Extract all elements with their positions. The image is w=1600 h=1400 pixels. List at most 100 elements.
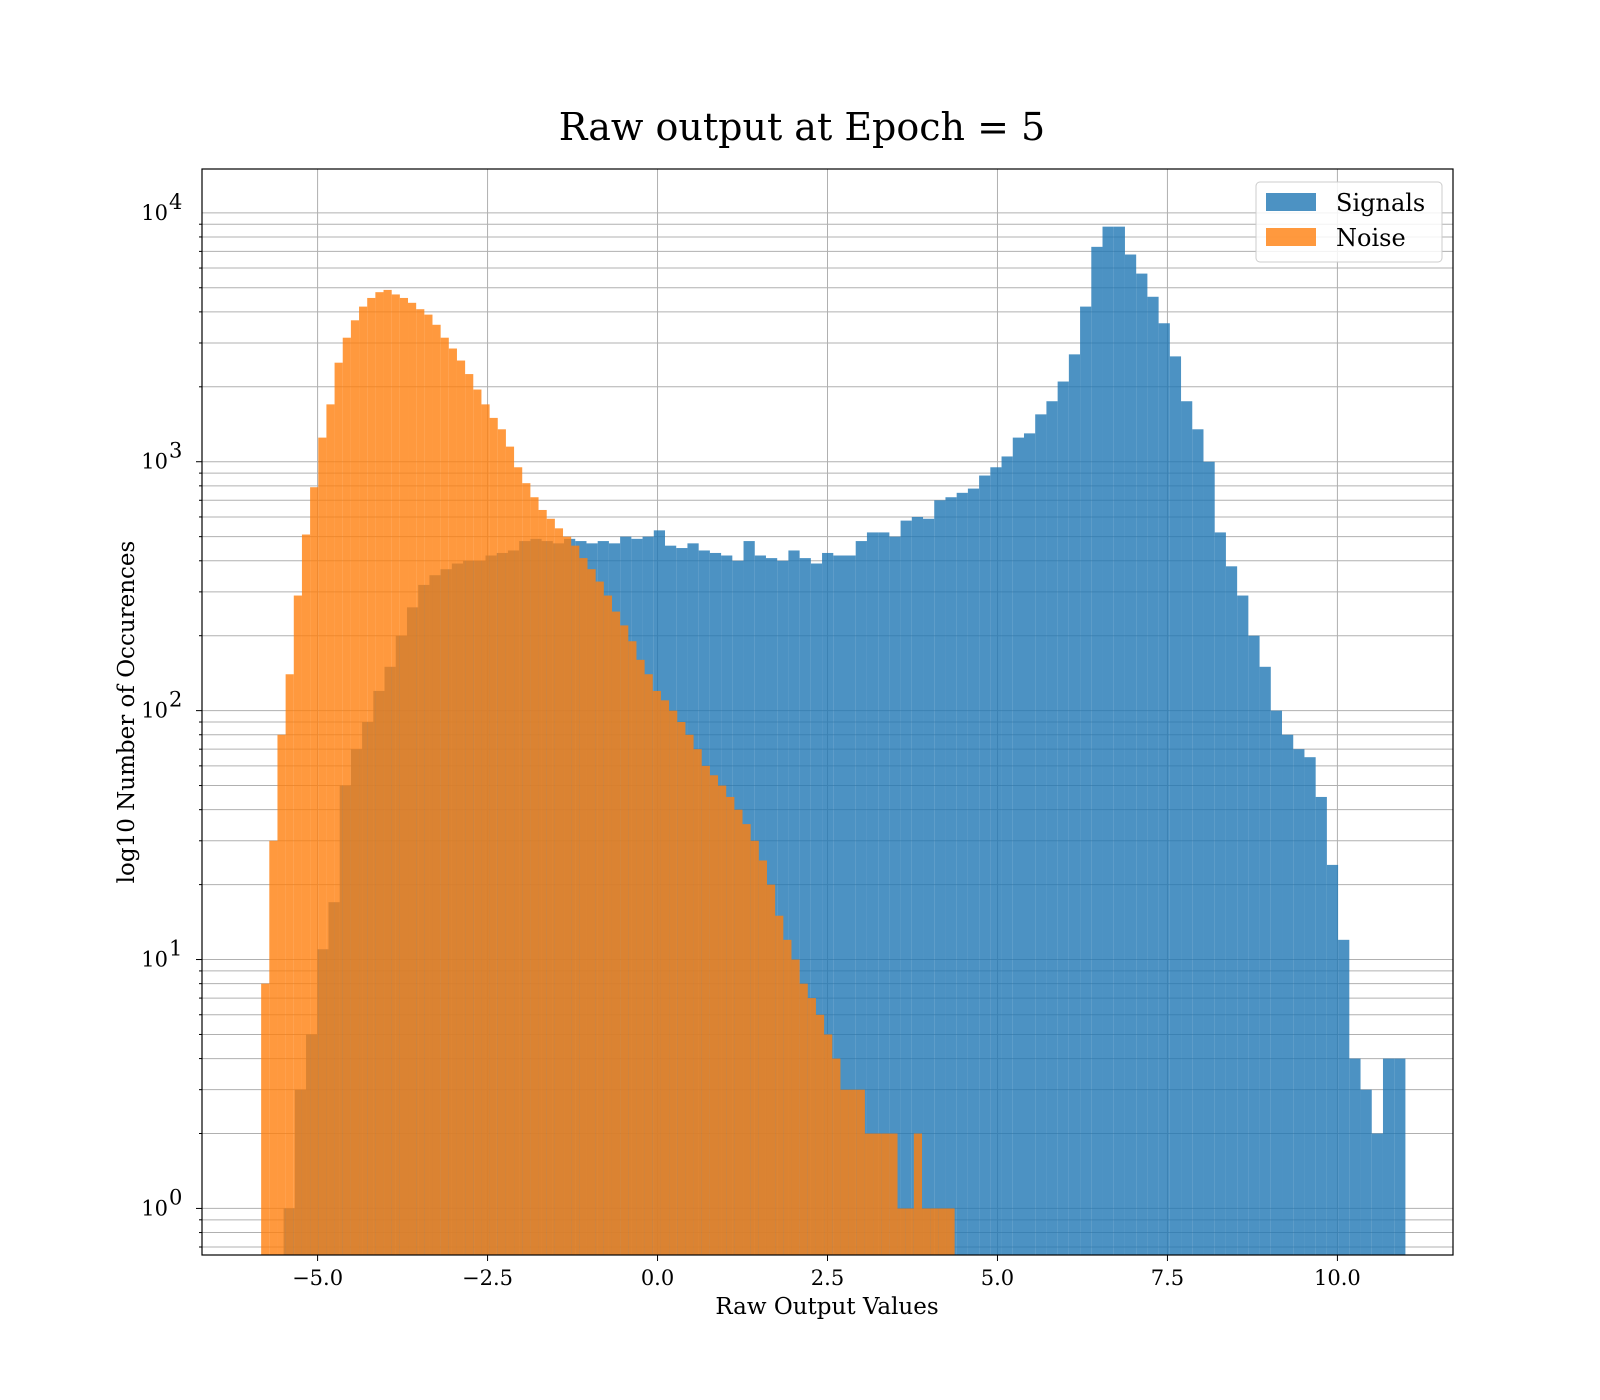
x-tick-label: 10.0 — [1314, 1266, 1361, 1290]
histogram-bar — [775, 915, 784, 1255]
histogram-bar — [359, 306, 368, 1255]
histogram-bar — [1237, 595, 1249, 1255]
histogram-bar — [1192, 429, 1204, 1255]
histogram-bar — [1124, 254, 1137, 1255]
histogram-bar — [383, 289, 392, 1255]
histogram-bar — [563, 536, 572, 1255]
histogram-bar — [881, 1133, 890, 1255]
y-tick-label: 10 — [141, 1196, 168, 1220]
histogram-bar — [277, 734, 286, 1255]
histogram-bar — [840, 1089, 849, 1255]
histogram-bar — [1248, 635, 1260, 1255]
histogram-bar — [1270, 710, 1283, 1255]
histogram-bar — [644, 674, 653, 1255]
histogram-bar — [269, 840, 278, 1255]
histogram-bar — [701, 765, 710, 1255]
histogram-bar — [424, 314, 433, 1256]
histogram-bar — [571, 545, 580, 1255]
histogram-bar — [709, 775, 719, 1255]
x-tick-label: 0.0 — [641, 1266, 674, 1290]
histogram-bar — [1315, 796, 1327, 1255]
histogram-bar — [473, 389, 482, 1255]
histogram-bar — [777, 560, 789, 1255]
histogram-bar — [342, 337, 351, 1255]
chart-title: Raw output at Epoch = 5 — [559, 105, 1045, 149]
histogram-bar — [505, 446, 515, 1256]
histogram-bar — [408, 302, 417, 1255]
histogram-bar — [391, 294, 400, 1255]
histogram-bar — [783, 939, 792, 1255]
y-tick-exponent: 2 — [169, 688, 182, 712]
histogram-bar — [900, 520, 912, 1255]
histogram-bar — [824, 1034, 833, 1255]
histogram-bar — [399, 297, 409, 1255]
histogram-bar — [799, 558, 811, 1255]
histogram-bar — [620, 625, 629, 1255]
legend: Signals Noise — [1255, 181, 1443, 263]
histogram-bar — [1214, 532, 1226, 1255]
histogram-bar — [734, 809, 743, 1255]
histogram-bar — [1169, 356, 1182, 1255]
histogram-bar — [810, 563, 823, 1255]
histogram-bar — [514, 467, 523, 1255]
histogram-bar — [669, 710, 678, 1255]
histogram-bar — [742, 824, 751, 1255]
histogram-bar — [1326, 864, 1339, 1255]
histogram-bars — [261, 226, 1406, 1256]
histogram-bar — [628, 641, 637, 1255]
histogram-bar — [967, 488, 980, 1255]
legend-swatch-signals — [1266, 193, 1316, 211]
histogram-bar — [873, 1133, 882, 1255]
histogram-bar — [652, 690, 661, 1255]
histogram-bar — [833, 555, 845, 1255]
histogram-bar — [367, 297, 376, 1255]
histogram-bar — [448, 348, 457, 1256]
y-tick-exponent: 0 — [169, 1185, 182, 1209]
y-tick-exponent: 1 — [169, 937, 182, 961]
histogram-bar — [822, 552, 834, 1255]
histogram-bar — [1382, 1058, 1395, 1255]
x-tick-label: 7.5 — [1151, 1266, 1184, 1290]
histogram-bar — [595, 581, 604, 1255]
y-tick-label: 10 — [141, 201, 168, 225]
histogram-bar — [677, 722, 686, 1255]
histogram-bar — [1282, 734, 1294, 1255]
histogram-bar — [1158, 323, 1170, 1256]
y-tick-exponent: 3 — [169, 439, 182, 463]
histogram-bar — [938, 1208, 947, 1255]
histogram-bar — [310, 487, 319, 1256]
histogram-bar — [538, 509, 547, 1255]
histogram-bar — [799, 983, 808, 1255]
histogram-bar — [889, 536, 901, 1255]
histogram-bar — [416, 309, 425, 1255]
histogram-bar — [1371, 1133, 1383, 1255]
histogram-bar — [807, 998, 816, 1255]
legend-swatch-noise — [1266, 228, 1316, 246]
histogram-bar — [375, 292, 384, 1256]
histogram-bar — [465, 374, 474, 1255]
histogram-bar — [1080, 306, 1092, 1255]
histogram-bar — [489, 417, 498, 1256]
histogram-bar — [1259, 666, 1271, 1255]
histogram-bar — [946, 1208, 955, 1255]
histogram-bar — [1147, 296, 1159, 1255]
histogram-bar — [766, 884, 776, 1255]
histogram-bar — [832, 1058, 841, 1255]
histogram-bar — [293, 595, 302, 1255]
histogram-bar — [897, 1208, 906, 1255]
x-tick-label: −2.5 — [462, 1266, 513, 1290]
histogram-bar — [1203, 461, 1215, 1255]
histogram-bar — [788, 550, 800, 1255]
histogram-bar — [1136, 273, 1148, 1255]
histogram-bar — [522, 483, 531, 1255]
x-axis-ticks: −5.0 −2.5 0.0 2.5 5.0 7.5 10.0 — [292, 1255, 1361, 1290]
histogram-bar — [889, 1133, 898, 1255]
histogram-bar — [1091, 246, 1103, 1256]
histogram-bar — [350, 320, 360, 1255]
histogram-bar — [718, 785, 727, 1255]
histogram-bar — [791, 959, 800, 1255]
histogram-bar — [848, 1089, 857, 1255]
histogram-bar — [1068, 354, 1081, 1255]
histogram-bar — [456, 360, 466, 1256]
